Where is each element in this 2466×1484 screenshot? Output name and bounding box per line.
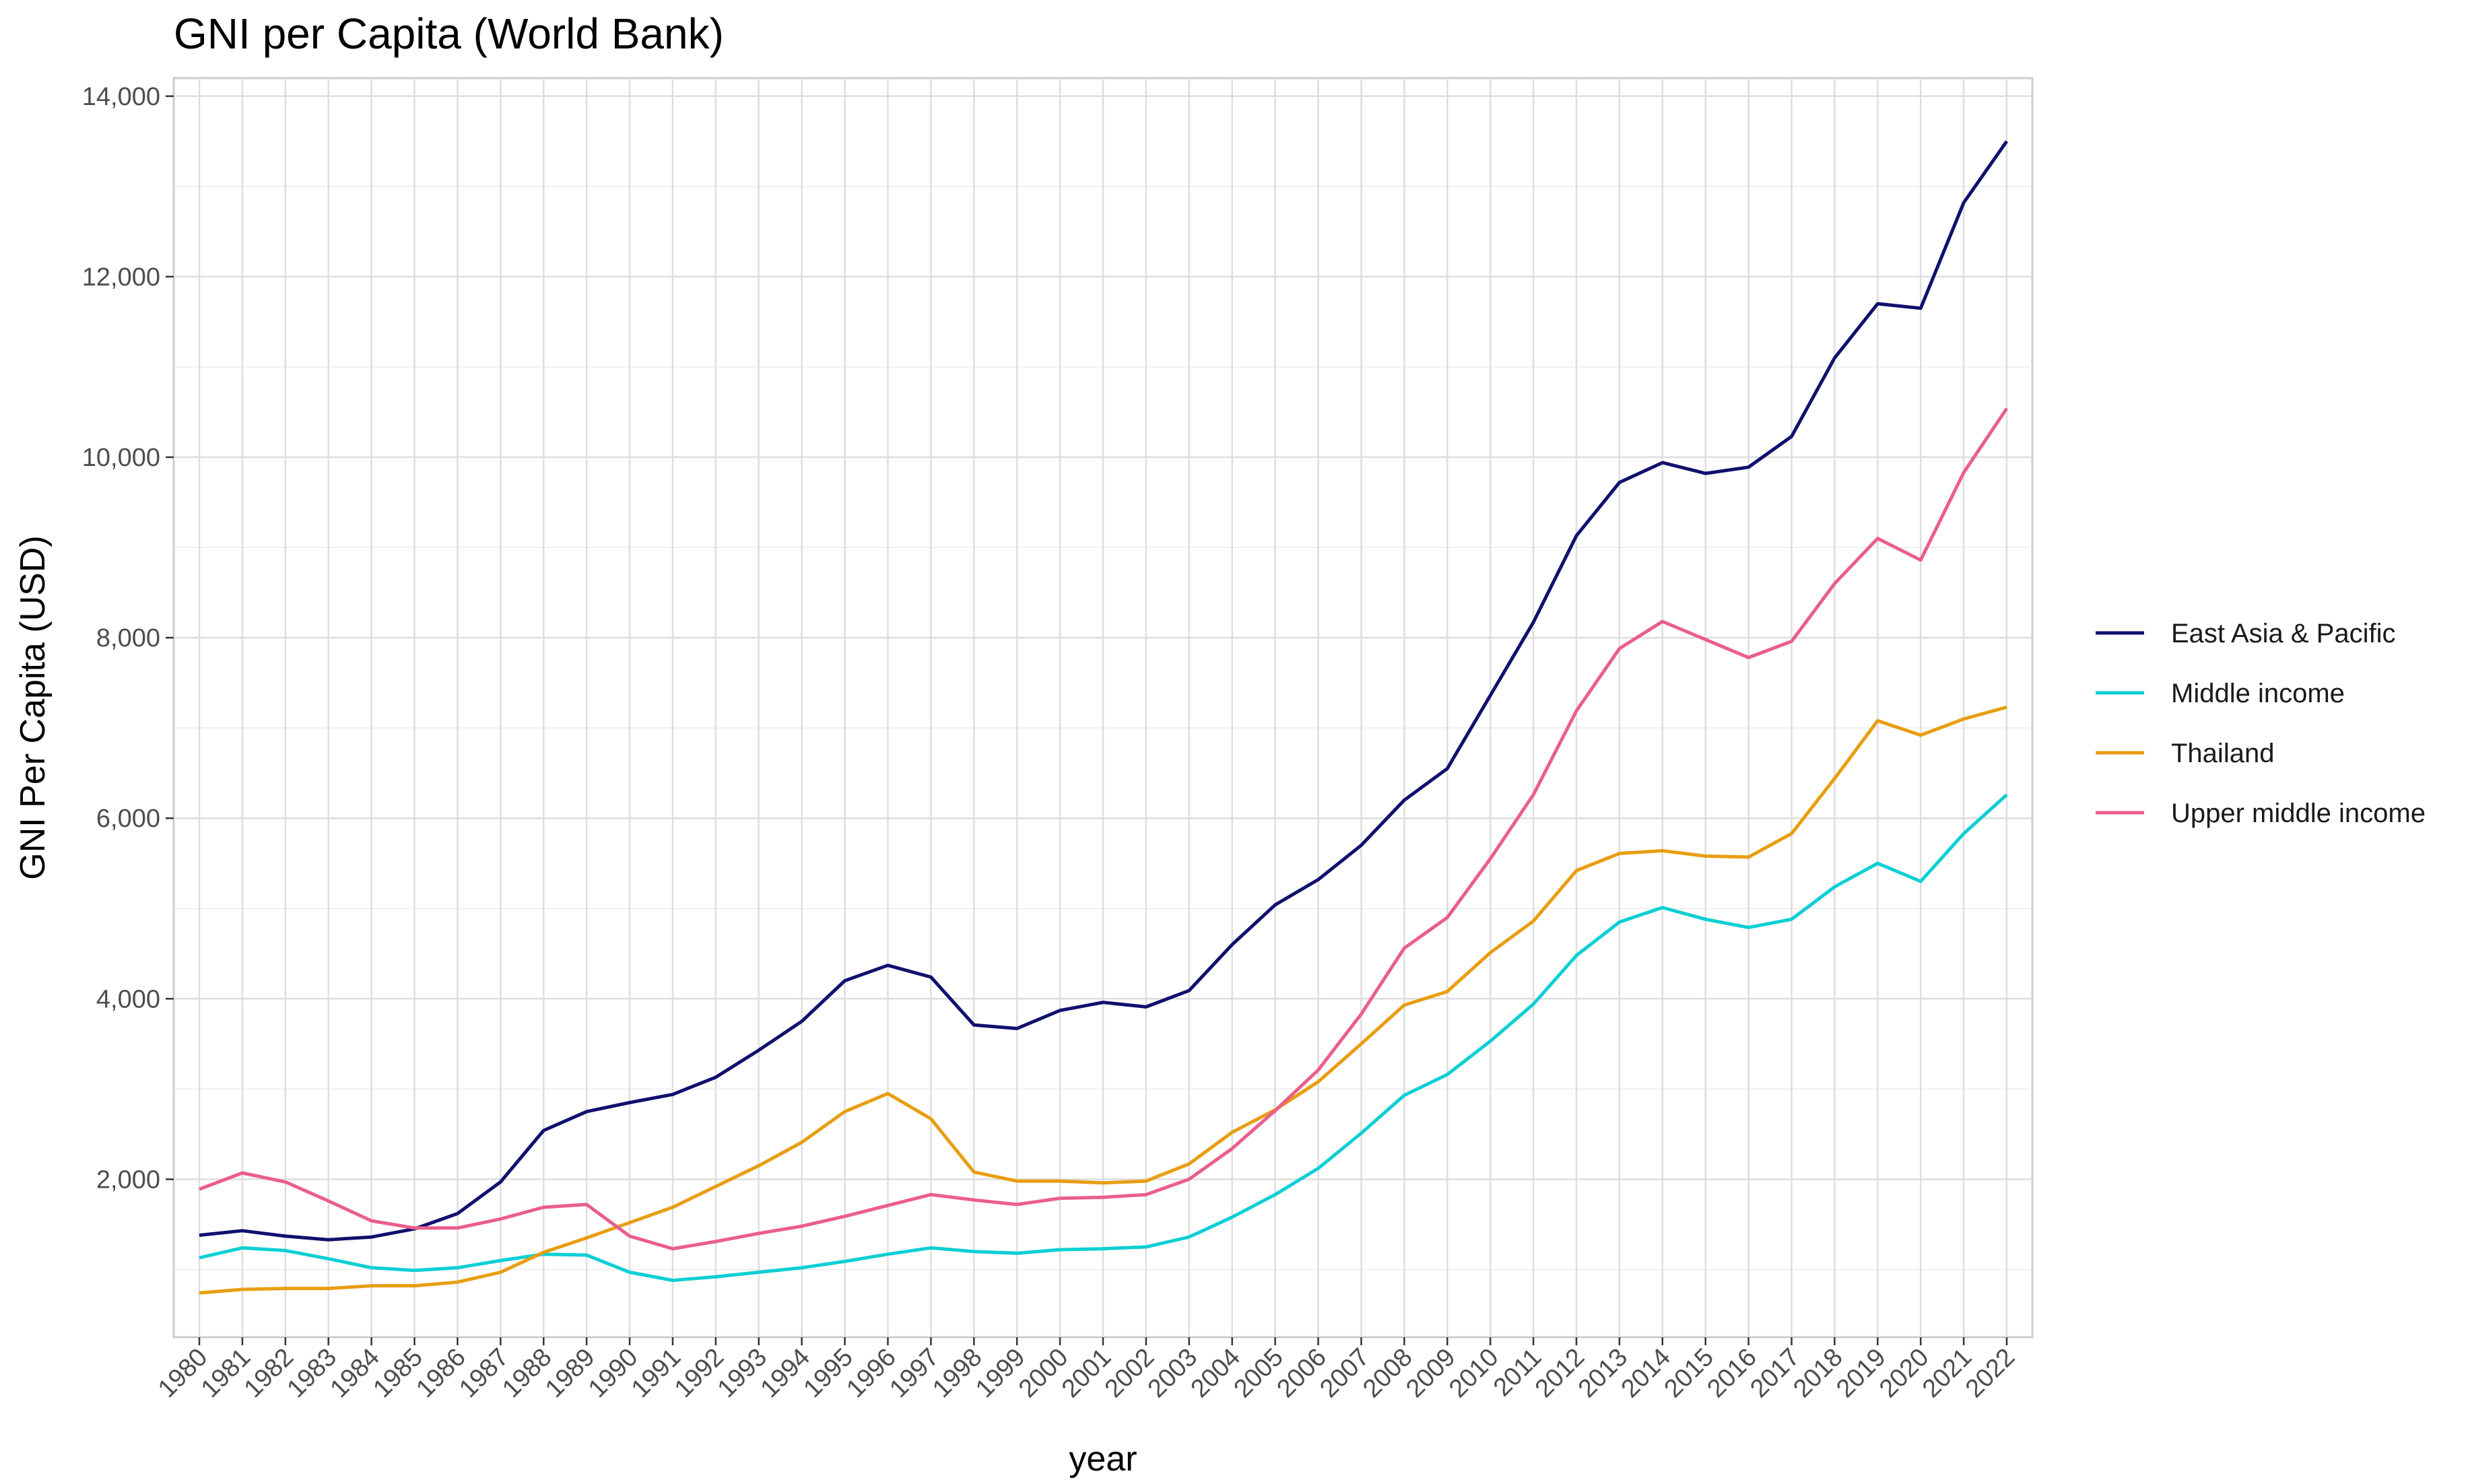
legend-label: Thailand [2171, 739, 2274, 768]
x-tick-label: 2021 [1917, 1343, 1977, 1403]
x-tick-label: 2010 [1444, 1343, 1504, 1403]
y-tick-label: 12,000 [82, 263, 160, 292]
x-tick-label: 2019 [1831, 1343, 1891, 1403]
x-tick-label: 2007 [1314, 1343, 1374, 1403]
x-tick-label: 1991 [626, 1343, 686, 1403]
x-tick-label: 2005 [1229, 1343, 1289, 1403]
series-line-thailand [199, 705, 2007, 1295]
x-tick-label: 1989 [540, 1343, 600, 1403]
x-tick-label: 1993 [712, 1343, 772, 1403]
x-tick-label: 1995 [798, 1343, 858, 1403]
legend-label: Middle income [2171, 679, 2345, 708]
legend: East Asia & Pacific Middle income Thailand… [2096, 619, 2426, 828]
x-tick-label: 1996 [841, 1343, 901, 1403]
x-tick-label: 1994 [756, 1343, 815, 1403]
y-tick-label: 6,000 [96, 805, 160, 833]
x-axis-ticks: 1980198119821983198419851986198719881989… [153, 1337, 2020, 1403]
x-tick-label: 2016 [1702, 1343, 1762, 1403]
x-tick-label: 1999 [970, 1343, 1030, 1403]
x-tick-label: 2008 [1358, 1343, 1418, 1403]
x-tick-label: 2002 [1100, 1343, 1160, 1403]
y-tick-label: 10,000 [82, 444, 160, 472]
y-axis-title: GNI Per Capita (USD) [13, 535, 53, 879]
series-line-middle-income [199, 793, 2008, 1282]
x-tick-label: 1985 [368, 1343, 428, 1403]
x-tick-label: 1984 [325, 1343, 385, 1403]
x-tick-label: 2017 [1745, 1343, 1805, 1403]
x-tick-label: 2004 [1186, 1343, 1246, 1403]
legend-label: East Asia & Pacific [2171, 619, 2395, 648]
x-tick-label: 2015 [1659, 1343, 1719, 1403]
y-tick-label: 8,000 [96, 624, 160, 652]
x-tick-label: 2022 [1960, 1343, 2020, 1403]
x-tick-label: 1983 [282, 1343, 342, 1403]
y-axis-ticks: 2,000 4,000 6,000 8,000 10,000 12,000 14,000 [82, 83, 174, 1194]
x-tick-label: 1981 [196, 1343, 256, 1403]
y-tick-label: 14,000 [82, 83, 160, 111]
legend-label: Upper middle income [2171, 799, 2426, 828]
series-line-east-asia-pacific [199, 140, 2009, 1242]
y-tick-label: 4,000 [96, 985, 160, 1013]
x-tick-label: 1987 [454, 1343, 514, 1403]
x-tick-label: 2006 [1271, 1343, 1331, 1403]
x-axis-title: year [1069, 1440, 1137, 1479]
x-tick-label: 2011 [1488, 1343, 1547, 1402]
series-line-upper-middle-income [199, 407, 2009, 1251]
x-tick-label: 2018 [1788, 1343, 1848, 1403]
x-tick-label: 2000 [1013, 1343, 1073, 1403]
x-tick-label: 1992 [669, 1343, 729, 1403]
gridlines [174, 78, 2032, 1337]
x-tick-label: 1980 [153, 1343, 213, 1403]
x-tick-label: 2001 [1057, 1343, 1117, 1403]
x-tick-label: 1988 [497, 1343, 557, 1403]
x-tick-label: 2014 [1616, 1343, 1676, 1403]
x-tick-label: 1982 [239, 1343, 299, 1403]
x-tick-label: 2013 [1573, 1343, 1633, 1403]
x-tick-label: 2020 [1874, 1343, 1934, 1403]
x-tick-label: 1997 [884, 1343, 944, 1403]
x-tick-label: 2009 [1401, 1343, 1461, 1403]
series-lines [199, 140, 2009, 1295]
x-tick-label: 2003 [1143, 1343, 1203, 1403]
x-tick-label: 1998 [927, 1343, 987, 1403]
chart-title: GNI per Capita (World Bank) [174, 9, 724, 58]
x-tick-label: 1986 [411, 1343, 471, 1403]
x-tick-label: 1990 [583, 1343, 643, 1403]
x-tick-label: 2012 [1530, 1343, 1590, 1403]
y-tick-label: 2,000 [96, 1166, 160, 1194]
